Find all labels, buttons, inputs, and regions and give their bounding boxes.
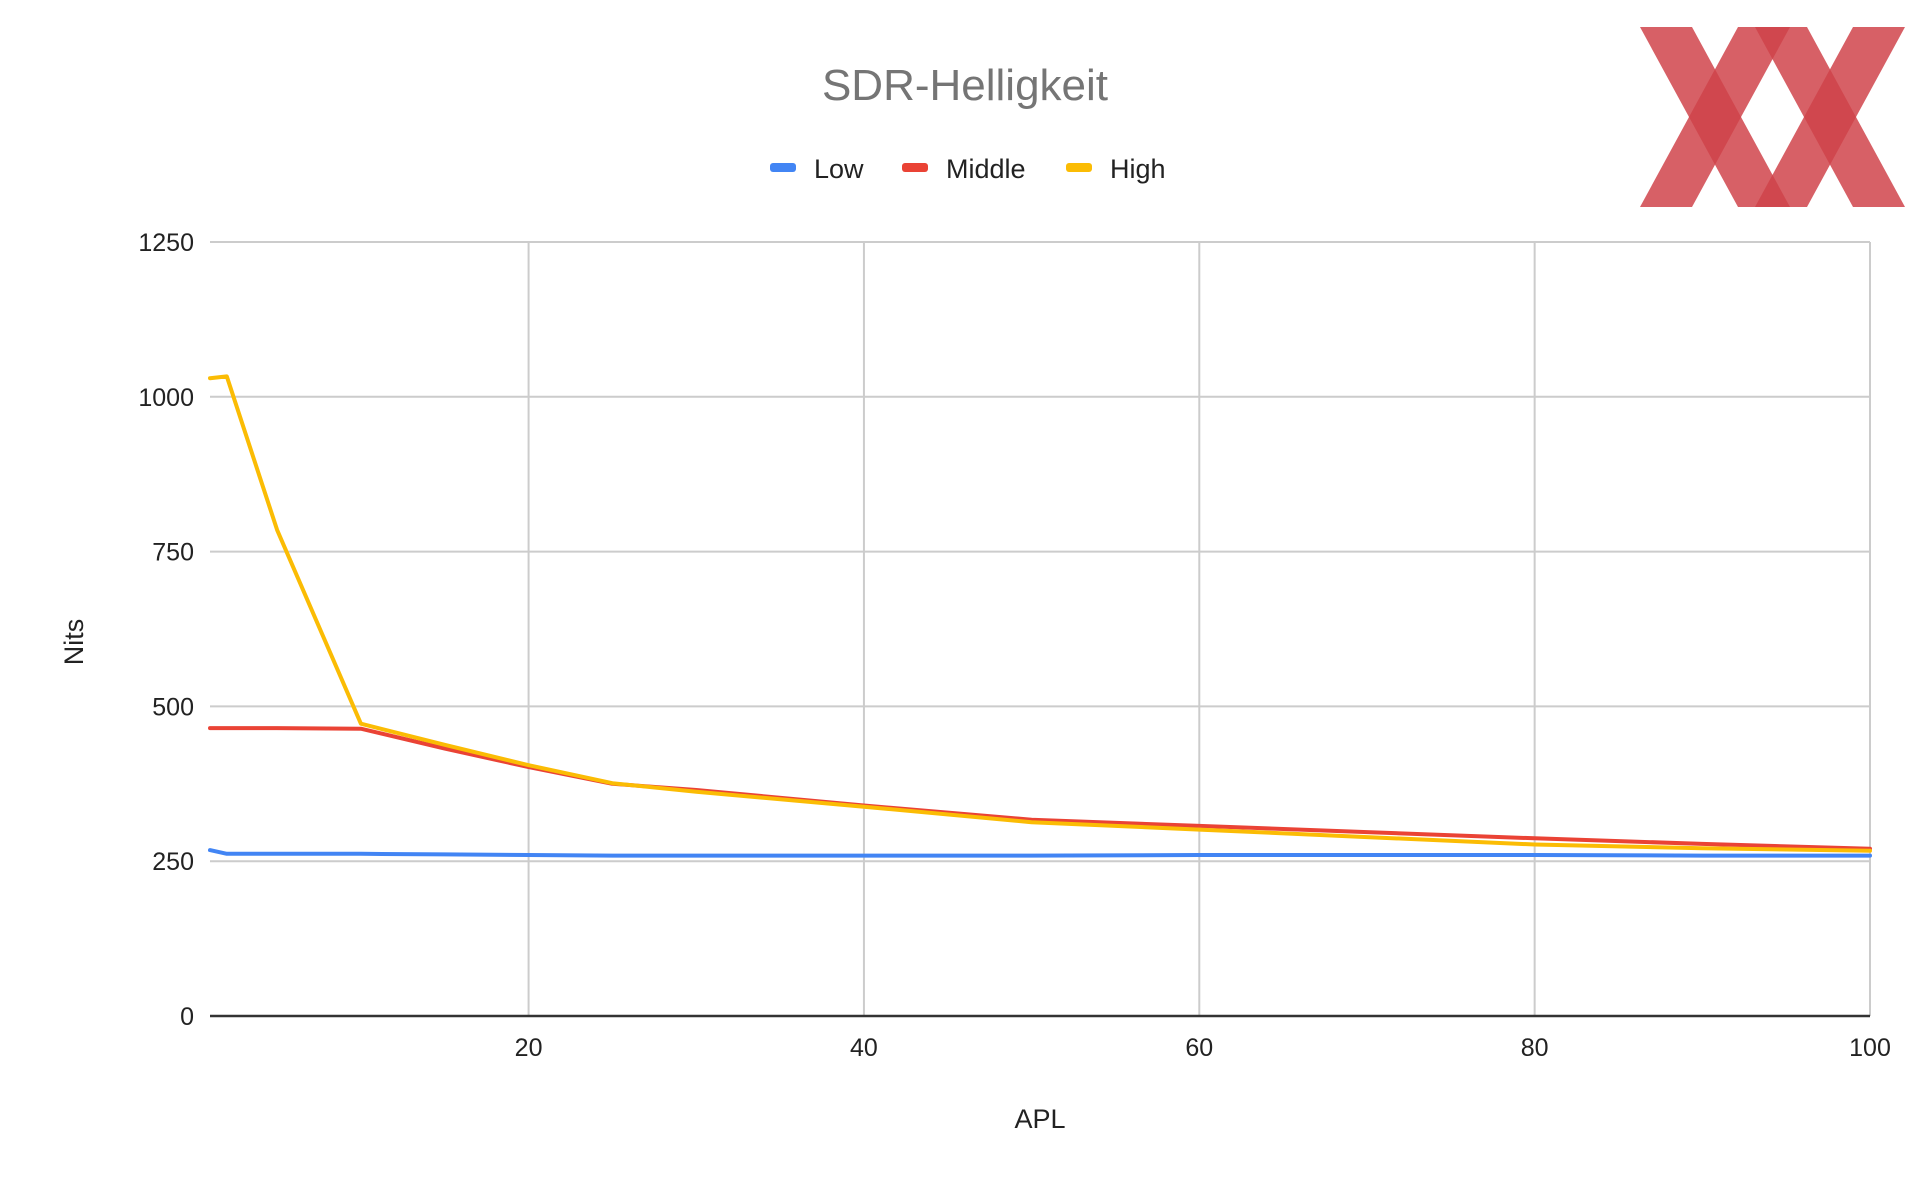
x-tick-label: 100: [1849, 1034, 1891, 1062]
legend-label-low: Low: [814, 154, 864, 184]
y-tick-label: 0: [180, 1003, 194, 1031]
brand-logo: [1640, 27, 1905, 207]
chart-title: SDR-Helligkeit: [822, 61, 1108, 110]
x-tick-label: 20: [515, 1034, 543, 1062]
y-axis-label: Nits: [59, 619, 89, 666]
y-tick-label: 1250: [138, 229, 194, 257]
chart-series: [208, 374, 1872, 858]
y-tick-label: 250: [152, 848, 194, 876]
y-tick-label: 500: [152, 693, 194, 721]
chart-grid: [210, 241, 1871, 1016]
series-line-middle: [208, 726, 1872, 851]
series-line-low: [208, 848, 1872, 858]
logo-stroke: [1755, 27, 1905, 207]
legend-label-high: High: [1110, 154, 1166, 184]
x-tick-label: 60: [1185, 1034, 1213, 1062]
x-axis-label: APL: [1014, 1104, 1065, 1134]
logo-stroke: [1640, 27, 1790, 207]
legend-swatch-low: [770, 163, 796, 172]
legend-swatch-middle: [902, 163, 928, 172]
y-axis-ticks: 0 250 500 750 1000 1250: [138, 229, 194, 1031]
series-line-high: [208, 374, 1872, 853]
y-tick-label: 1000: [138, 384, 194, 412]
legend-swatch-high: [1066, 163, 1092, 172]
x-tick-label: 80: [1521, 1034, 1549, 1062]
x-tick-label: 40: [850, 1034, 878, 1062]
chart-legend: Low Middle High: [770, 154, 1166, 184]
y-tick-label: 750: [152, 539, 194, 567]
x-axis-ticks: 20 40 60 80 100: [515, 1034, 1891, 1062]
legend-label-middle: Middle: [946, 154, 1026, 184]
